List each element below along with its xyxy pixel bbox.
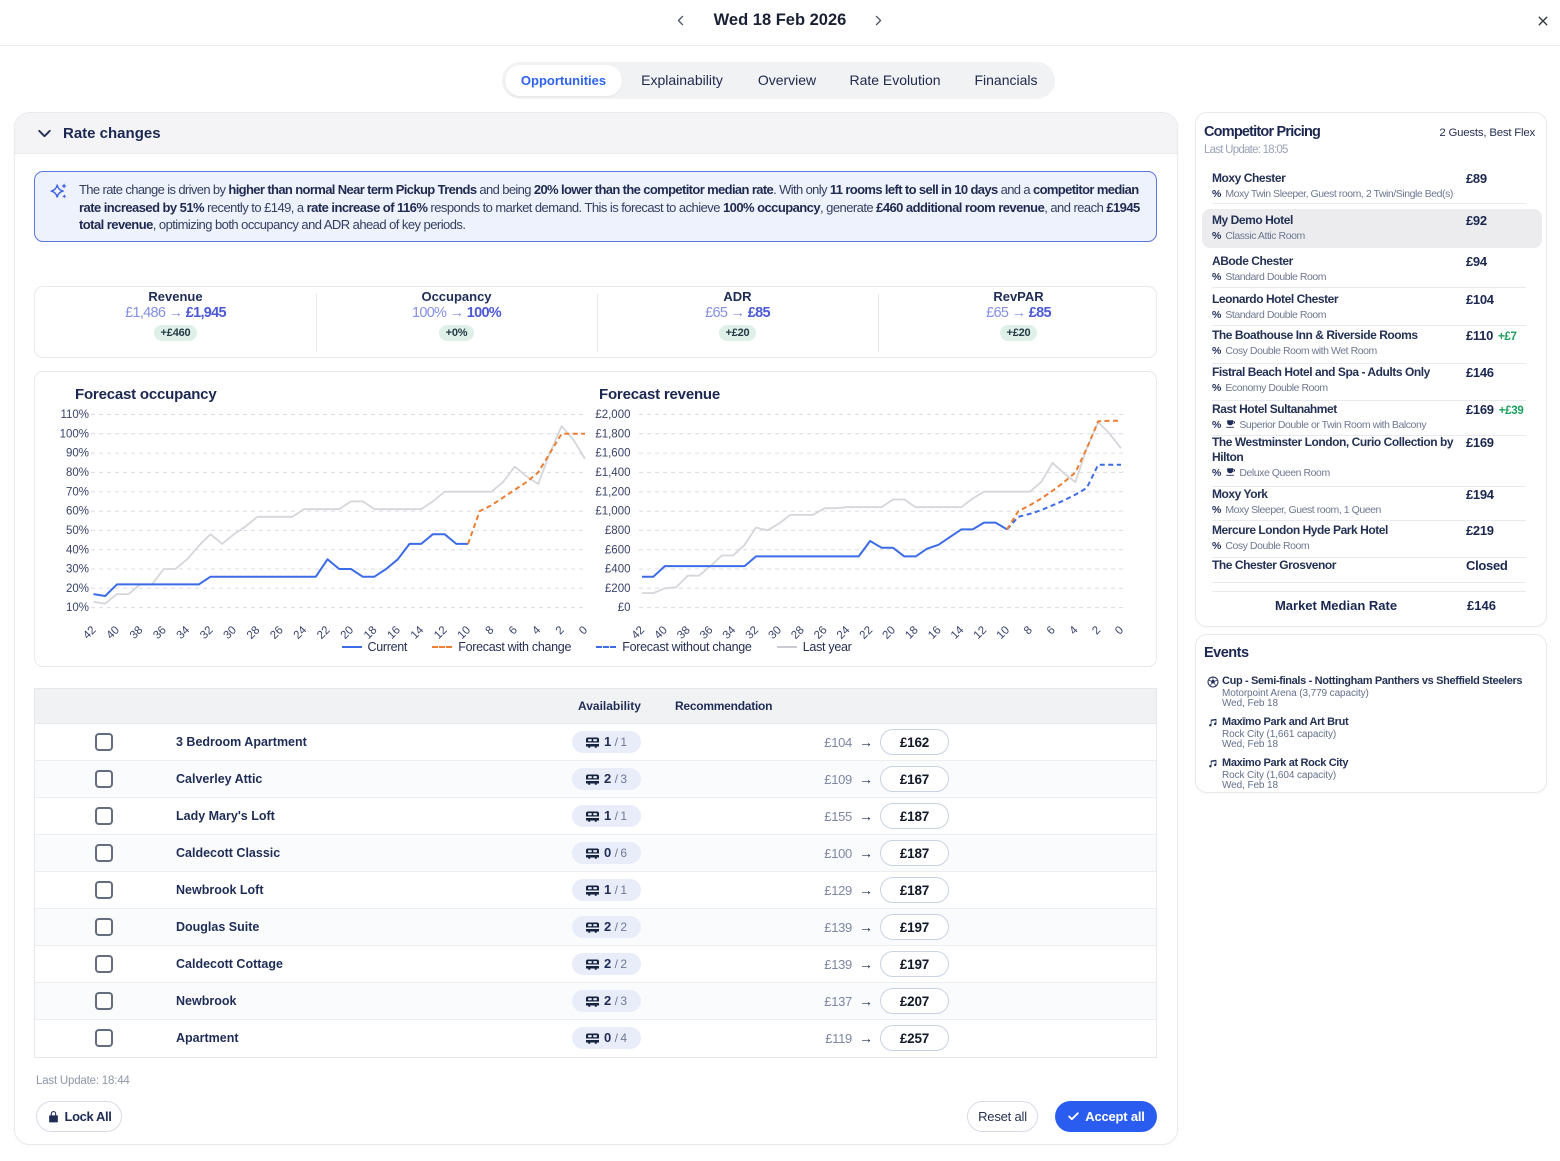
svg-text:60%: 60% — [66, 506, 89, 518]
svg-text:20%: 20% — [66, 583, 89, 595]
svg-text:0: 0 — [1113, 624, 1126, 637]
svg-text:4: 4 — [530, 624, 543, 637]
svg-text:8: 8 — [484, 624, 497, 637]
svg-text:40%: 40% — [66, 544, 89, 556]
svg-text:£1,800: £1,800 — [595, 428, 630, 440]
svg-text:£1,200: £1,200 — [595, 486, 630, 498]
svg-text:£800: £800 — [605, 525, 631, 537]
svg-text:£200: £200 — [605, 583, 631, 595]
svg-text:80%: 80% — [66, 467, 89, 479]
svg-text:£0: £0 — [618, 602, 631, 614]
svg-text:10%: 10% — [66, 602, 89, 614]
svg-text:£2,000: £2,000 — [595, 409, 630, 421]
svg-text:£1,400: £1,400 — [595, 467, 630, 479]
svg-text:£600: £600 — [605, 544, 631, 556]
svg-text:50%: 50% — [66, 525, 89, 537]
svg-text:8: 8 — [1022, 624, 1035, 637]
svg-text:£400: £400 — [605, 564, 631, 576]
svg-text:70%: 70% — [66, 486, 89, 498]
svg-text:6: 6 — [507, 624, 520, 637]
svg-text:0: 0 — [577, 624, 590, 637]
svg-text:£1,000: £1,000 — [595, 506, 630, 518]
svg-text:4: 4 — [1068, 624, 1081, 637]
svg-text:30%: 30% — [66, 564, 89, 576]
svg-text:£1,600: £1,600 — [595, 448, 630, 460]
svg-text:90%: 90% — [66, 448, 89, 460]
svg-text:2: 2 — [554, 624, 567, 637]
svg-text:110%: 110% — [60, 409, 89, 421]
svg-text:100%: 100% — [60, 428, 89, 440]
svg-text:2: 2 — [1090, 624, 1103, 637]
svg-text:6: 6 — [1045, 624, 1058, 637]
